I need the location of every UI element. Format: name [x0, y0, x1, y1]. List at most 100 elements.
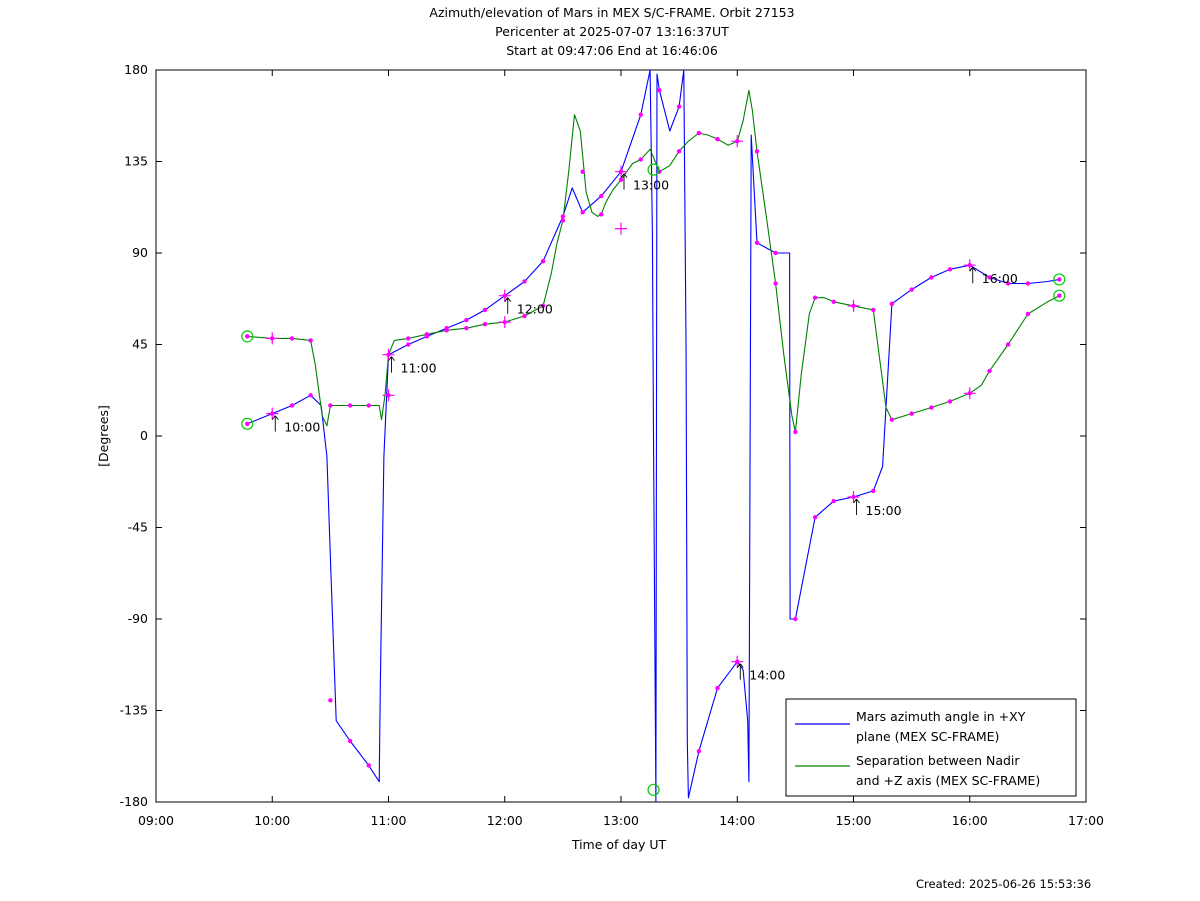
data-point-separation: [464, 326, 469, 331]
data-point-separation: [618, 177, 624, 182]
time-annotation-arrow: [969, 266, 977, 284]
data-point-separation: [929, 405, 934, 410]
time-annotation-arrow: [271, 415, 279, 432]
legend-box: [785, 698, 1077, 797]
time-annotation-arrow: [504, 297, 512, 314]
hour-marker: [498, 316, 511, 329]
endpoint-marker: [1053, 273, 1066, 286]
data-point-separation: [308, 338, 313, 343]
data-point-azimuth: [696, 748, 702, 754]
y-tick-label: -180: [120, 794, 148, 809]
data-point-separation: [366, 403, 371, 408]
hour-marker: [615, 165, 627, 178]
data-point-separation: [424, 332, 430, 337]
hour-marker: [847, 299, 860, 312]
y-tick-label: 180: [124, 62, 148, 77]
time-annotation-label: 14:00: [749, 668, 785, 683]
data-point-separation: [347, 403, 353, 408]
y-tick-label: -90: [128, 611, 148, 626]
created-timestamp: Created: 2025-06-26 15:53:36: [916, 877, 1092, 891]
hour-marker: [963, 259, 976, 272]
data-point-azimuth: [947, 267, 953, 272]
y-tick-label: 45: [132, 337, 148, 352]
data-point-separation: [676, 149, 682, 154]
hour-marker: [847, 491, 860, 503]
series-line-separation: [247, 89, 1060, 433]
time-annotation-arrow: [736, 663, 744, 680]
data-point-separation: [773, 281, 778, 286]
x-tick-label: 11:00: [370, 813, 406, 828]
data-point-azimuth: [1025, 281, 1031, 286]
data-point-separation: [560, 218, 566, 223]
x-tick-label: 16:00: [952, 813, 988, 828]
y-tick-label: 0: [140, 428, 148, 443]
data-point-azimuth: [245, 421, 250, 426]
data-point-azimuth: [522, 279, 527, 284]
data-point-separation: [1005, 342, 1011, 347]
data-point-separation: [812, 295, 818, 300]
y-tick-label: -45: [128, 520, 148, 535]
time-annotation-arrow: [853, 498, 860, 515]
data-point-azimuth: [1057, 277, 1062, 282]
data-point-azimuth: [793, 616, 798, 622]
data-point-azimuth: [540, 258, 546, 264]
x-tick-label: 13:00: [603, 813, 639, 828]
data-point-separation: [328, 403, 333, 408]
x-tick-label: 14:00: [719, 813, 755, 828]
y-tick-label: 135: [124, 154, 148, 169]
data-point-separation: [540, 303, 546, 309]
legend-entry-separation-line-2: and +Z axis (MEX SC-FRAME): [856, 773, 1040, 788]
endpoint-marker: [647, 783, 660, 796]
data-point-separation: [522, 313, 527, 319]
data-point-azimuth: [889, 301, 895, 307]
data-point-separation: [889, 417, 895, 422]
data-point-azimuth: [328, 698, 333, 703]
data-point-azimuth: [929, 275, 934, 280]
y-axis: 180 135 90 45 0 -45 -90 -135 -180: [120, 62, 1086, 809]
data-point-separation: [909, 411, 914, 416]
data-point-azimuth: [812, 515, 818, 520]
data-point-azimuth: [1005, 281, 1011, 286]
data-point-separation: [831, 299, 836, 304]
hour-marker: [731, 655, 744, 668]
data-point-separation: [1057, 293, 1062, 298]
time-annotation-label: 16:00: [982, 271, 1018, 286]
time-annotation-label: 12:00: [517, 302, 553, 317]
data-point-separation: [696, 130, 702, 136]
x-tick-label: 17:00: [1068, 813, 1104, 828]
time-annotation-arrow: [388, 356, 395, 373]
y-axis-label: [Degrees]: [96, 405, 111, 467]
data-point-separation: [289, 336, 295, 341]
data-point-separation: [793, 429, 798, 435]
data-point-separation: [482, 321, 488, 327]
time-annotation-label: 13:00: [633, 178, 669, 193]
data-point-azimuth: [580, 210, 585, 215]
endpoint-marker: [241, 417, 254, 430]
hour-marker: [963, 387, 976, 400]
x-tick-label: 09:00: [138, 813, 174, 828]
hour-marker: [266, 332, 279, 345]
data-point-separation: [754, 149, 760, 154]
data-point-azimuth: [366, 763, 371, 768]
data-point-azimuth: [308, 393, 313, 398]
data-point-separation: [444, 328, 449, 333]
x-axis: 09:00 10:00 11:00 12:00 13:00 14:00 15:00 16:00…: [138, 70, 1104, 828]
legend-entry-separation-line-1: Separation between Nadir: [856, 753, 1020, 768]
data-point-azimuth: [987, 275, 992, 280]
data-point-azimuth: [715, 685, 720, 691]
x-tick-label: 15:00: [835, 813, 871, 828]
chart-title-line-2: Pericenter at 2025-07-07 13:16:37UT: [495, 24, 729, 39]
data-point-separation: [715, 136, 720, 142]
data-point-azimuth: [482, 307, 488, 313]
hour-marker: [498, 289, 511, 302]
data-point-separation: [580, 169, 585, 174]
data-point-separation: [638, 157, 643, 162]
data-point-separation: [599, 212, 604, 217]
time-annotation-label: 15:00: [866, 503, 902, 518]
data-point-azimuth: [464, 317, 469, 323]
endpoint-marker: [1053, 289, 1066, 302]
y-tick-label: -135: [120, 703, 148, 718]
legend: Mars azimuth angle in +XY plane (MEX SC-…: [785, 698, 1077, 797]
hour-marker: [382, 348, 395, 361]
data-point-azimuth: [657, 88, 662, 93]
